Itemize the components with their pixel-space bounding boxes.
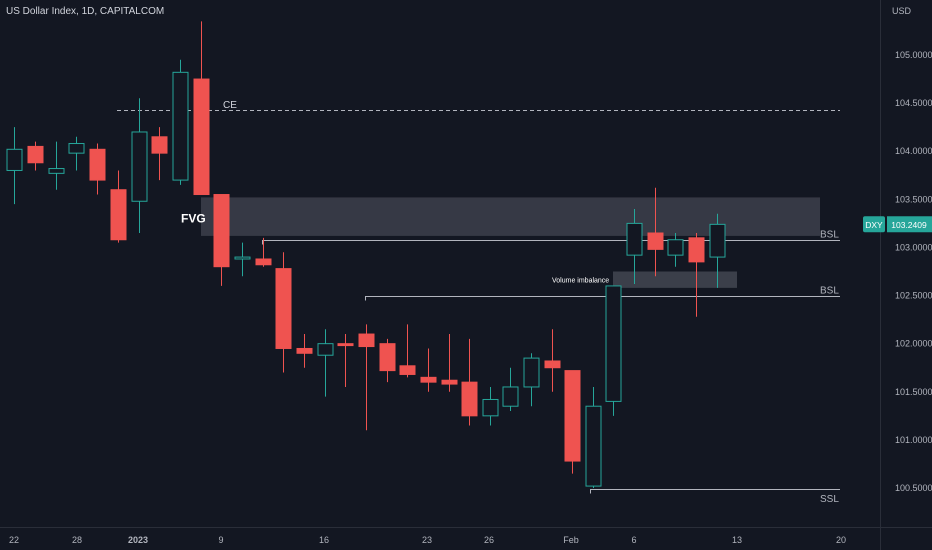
price-tag-value-box — [887, 216, 932, 233]
candle-body — [48, 168, 65, 174]
x-tick-label: 2023 — [128, 535, 148, 545]
x-tick-label: 13 — [732, 535, 742, 545]
x-tick-label: 23 — [422, 535, 432, 545]
bsl-label: BSL — [820, 230, 839, 241]
candle-body — [564, 370, 581, 462]
y-tick-label: 102.0000 — [895, 339, 932, 349]
fvg-zone — [201, 197, 820, 236]
y-tick-label: 103.5000 — [895, 194, 932, 204]
candle-body — [317, 343, 334, 356]
candle-body — [255, 258, 272, 266]
candle-body — [27, 145, 44, 164]
candle-body — [6, 148, 23, 171]
x-tick-label: 22 — [9, 535, 19, 545]
fvg-label: FVG — [181, 211, 206, 225]
candle-body — [151, 136, 168, 154]
candle-body — [131, 131, 148, 202]
candle-body — [502, 386, 519, 407]
candle-body — [337, 343, 354, 347]
y-tick-label: 101.0000 — [895, 435, 932, 445]
x-tick-label: 28 — [72, 535, 82, 545]
candle-body — [482, 398, 499, 417]
y-tick-label: 103.0000 — [895, 242, 932, 252]
y-tick-label: 102.5000 — [895, 291, 932, 301]
y-tick-label: 104.0000 — [895, 146, 932, 156]
x-tick-label: 26 — [484, 535, 494, 545]
candle-body — [234, 256, 251, 260]
y-tick-label: 104.5000 — [895, 98, 932, 108]
candle-body — [399, 365, 416, 375]
candle-body — [709, 223, 726, 258]
candle-body — [523, 357, 540, 388]
candle-body — [605, 285, 622, 402]
candle-body — [626, 222, 643, 256]
candle-body — [296, 347, 313, 354]
candle-body — [647, 232, 664, 250]
candle-body — [379, 343, 396, 372]
candle-body — [110, 189, 127, 241]
candle-body — [667, 239, 684, 256]
candle-body — [89, 148, 106, 181]
ssl-label: SSL — [820, 494, 839, 505]
candle-body — [358, 333, 375, 348]
candle-body — [213, 194, 230, 268]
volume-imbalance-label: Volume imbalance — [552, 278, 609, 285]
candle-body — [420, 376, 437, 383]
volume-imbalance-zone — [613, 271, 737, 288]
candle-body — [688, 237, 705, 263]
y-tick-label: 101.5000 — [895, 387, 932, 397]
x-tick-label: 20 — [836, 535, 846, 545]
price-tag-value: 103.2409 — [891, 220, 927, 230]
y-tick-label: 100.5000 — [895, 483, 932, 493]
ce-label: CE — [223, 100, 237, 111]
x-tick-label: Feb — [563, 535, 579, 545]
candle-body — [585, 405, 602, 487]
x-tick-label: 6 — [631, 535, 636, 545]
candle-body — [68, 143, 85, 154]
currency-label: USD — [892, 6, 912, 16]
bsl-label: BSL — [820, 286, 839, 297]
chart-title: US Dollar Index, 1D, CAPITALCOM — [6, 6, 165, 17]
candle-body — [544, 360, 561, 369]
candle-body — [275, 268, 292, 349]
candle-body — [193, 78, 210, 196]
y-tick-label: 105.0000 — [895, 50, 932, 60]
candle-body — [441, 379, 458, 385]
candle-body — [172, 71, 189, 181]
price-tag-symbol-box — [863, 216, 885, 233]
x-tick-label: 9 — [218, 535, 223, 545]
candle-body — [461, 381, 478, 417]
x-tick-label: 16 — [319, 535, 329, 545]
price-tag-symbol: DXY — [865, 220, 883, 230]
